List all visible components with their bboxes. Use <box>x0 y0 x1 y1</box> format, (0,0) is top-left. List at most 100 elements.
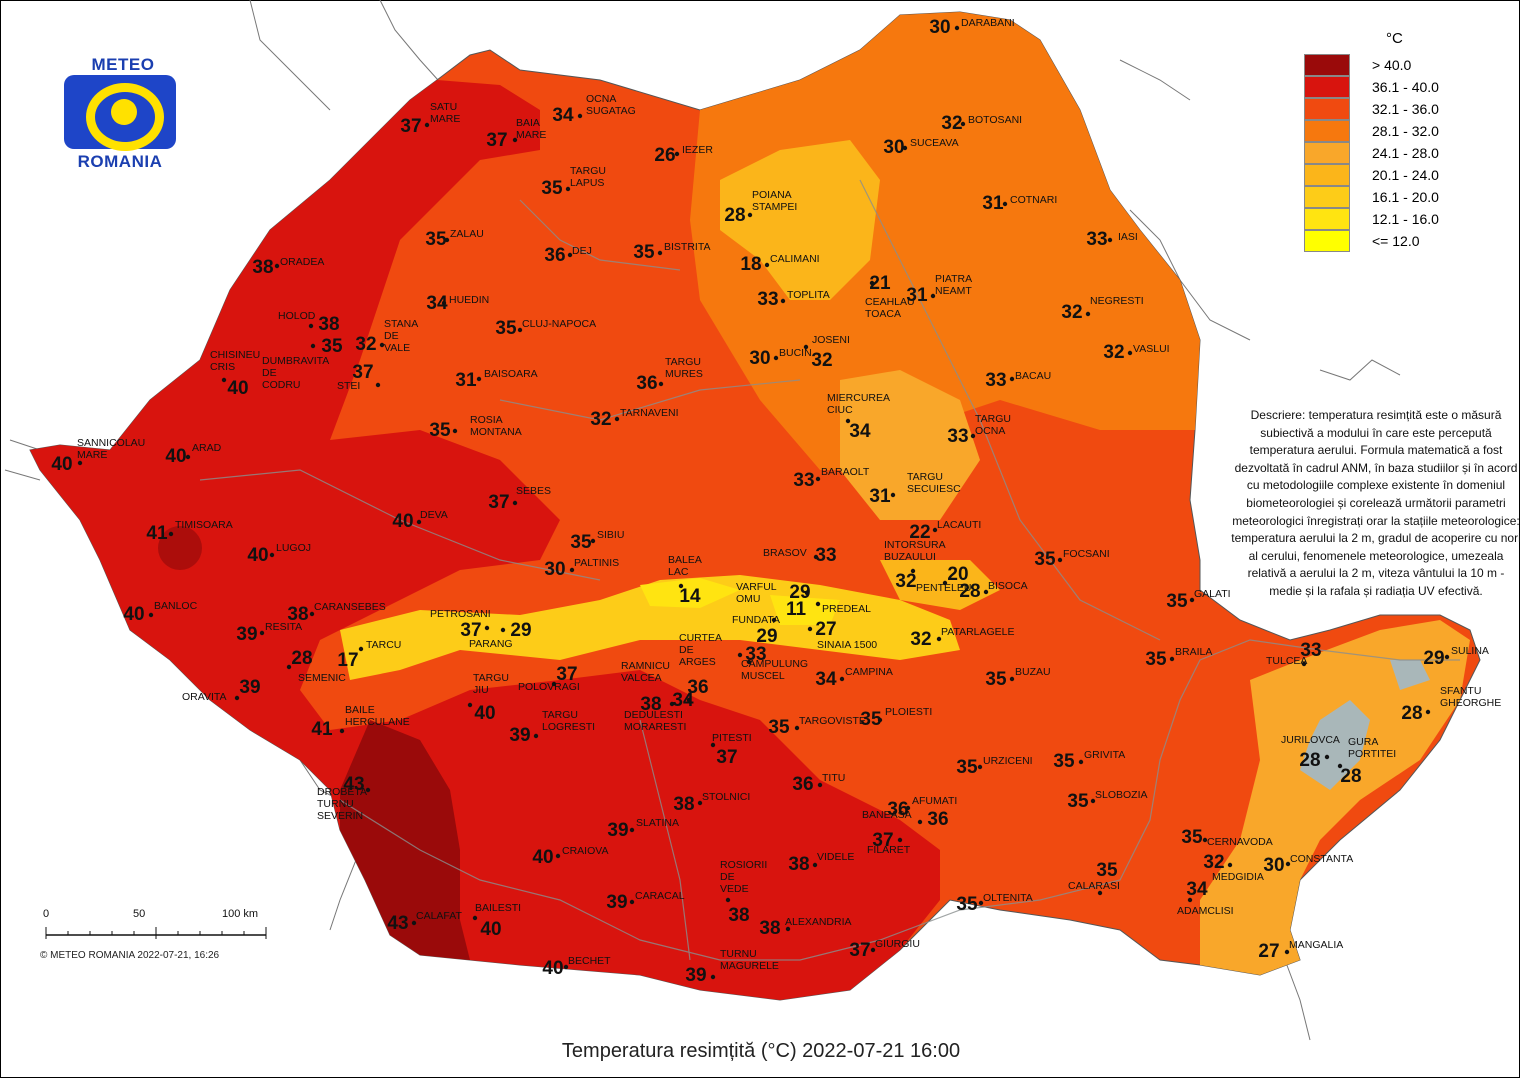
station-dot <box>1202 837 1208 843</box>
legend-row: 24.1 - 28.0 <box>1300 142 1470 164</box>
station-dot <box>500 627 506 633</box>
station-dot <box>932 527 938 533</box>
station-dot <box>629 827 635 833</box>
station-name: POLOVRAGI <box>518 681 580 693</box>
station-value: 35 <box>1145 649 1167 670</box>
legend-label: 32.1 - 36.0 <box>1372 101 1439 117</box>
station-dot <box>365 787 371 793</box>
station-value: 40 <box>392 511 413 532</box>
station-chisineu-cris: 40 CHISINEU CRIS <box>210 349 260 399</box>
station-name: BARAOLT <box>821 466 870 478</box>
station-value: 33 <box>745 644 766 665</box>
station-value: 26 <box>654 145 675 166</box>
station-dot <box>590 538 596 544</box>
station-ploiesti: 35 PLOIESTI <box>860 706 932 730</box>
station-name: TARNAVENI <box>620 407 679 419</box>
station-value: 34 <box>849 421 871 442</box>
station-value: 35 <box>956 757 978 778</box>
station-stolnici: 38 STOLNICI <box>673 791 750 815</box>
station-value: 36 <box>927 809 948 830</box>
station-name: SUCEAVA <box>910 137 959 149</box>
station-value: 38 <box>252 257 273 278</box>
station-dot <box>512 137 518 143</box>
station-dot <box>185 454 191 460</box>
station-slatina: 39 SLATINA <box>607 817 679 841</box>
station-dej: 36 DEJ <box>544 245 591 266</box>
station-name: TULCEA <box>1266 655 1307 667</box>
station-name: DUMBRAVITA DE CODRU <box>262 355 329 391</box>
station-value: 35 <box>570 532 592 553</box>
legend-row: 36.1 - 40.0 <box>1300 76 1470 98</box>
station-lugoj: 40 LUGOJ <box>247 542 311 566</box>
station-value: 35 <box>541 178 563 199</box>
station-dot <box>476 376 482 382</box>
station-name: CERNAVODA <box>1207 836 1273 848</box>
station-value: 39 <box>239 677 260 698</box>
station-targoviste: 35 TARGOVISTE <box>768 715 865 738</box>
legend-row: <= 12.0 <box>1300 230 1470 252</box>
station-dot <box>697 800 703 806</box>
station-value: 33 <box>793 470 814 491</box>
scale-label-50: 50 <box>133 908 146 920</box>
station-calimani: 18 CALIMANI <box>740 253 819 275</box>
station-value: 37 <box>352 362 373 383</box>
station-name: LACAUTI <box>937 519 981 531</box>
station-value: 35 <box>429 420 451 441</box>
station-dot <box>614 416 620 422</box>
station-zalau: 35 ZALAU <box>425 228 483 250</box>
station-dot <box>444 237 450 243</box>
station-name: RAMNICU VALCEA <box>621 660 670 684</box>
station-dot <box>737 652 743 658</box>
station-name: CAMPULUNG MUSCEL <box>741 658 808 682</box>
station-name: VASLUI <box>1133 343 1170 355</box>
logo-bottom-text: ROMANIA <box>77 152 163 171</box>
station-name: BECHET <box>568 955 611 967</box>
station-ramnicu-valcea: 38 RAMNICU VALCEA <box>621 660 675 715</box>
station-targu-lapus: 35 TARGU LAPUS <box>541 165 606 199</box>
station-value: 40 <box>480 919 501 940</box>
station-name: CRAIOVA <box>562 845 608 857</box>
station-name: PITESTI <box>712 732 752 744</box>
station-dot <box>910 568 916 574</box>
station-value: 21 <box>869 273 891 294</box>
station-value: 40 <box>532 847 553 868</box>
station-name: TOPLITA <box>787 289 830 301</box>
station-value: 40 <box>227 378 248 399</box>
station-name: ARAD <box>192 442 222 454</box>
station-name: COTNARI <box>1010 194 1057 206</box>
scale-label-100: 100 km <box>222 908 259 920</box>
station-value: 27 <box>815 619 836 640</box>
station-value: 37 <box>400 116 421 137</box>
station-name: CONSTANTA <box>1290 853 1353 865</box>
station-value: 32 <box>1061 302 1082 323</box>
station-dot <box>1107 237 1113 243</box>
station-mangalia: 27 MANGALIA <box>1258 939 1343 962</box>
station-name: CLUJ-NAPOCA <box>522 318 596 330</box>
station-value: 43 <box>343 774 364 795</box>
station-name: DEVA <box>420 509 448 521</box>
station-name: DARABANI <box>961 17 1015 29</box>
station-value: 34 <box>426 293 448 314</box>
station-dot <box>807 626 813 632</box>
station-cernavoda: 35 CERNAVODA <box>1181 827 1272 848</box>
station-botosani: 32 BOTOSANI <box>941 113 1022 134</box>
station-value: 32 <box>910 629 931 650</box>
station-dot <box>710 742 716 748</box>
logo-sun-icon <box>111 99 137 125</box>
station-name: PLOIESTI <box>885 706 932 718</box>
station-name: BANLOC <box>154 600 198 612</box>
station-dot <box>148 612 154 618</box>
station-value: 11 <box>786 599 807 620</box>
station-oltenita: 35 OLTENITA <box>956 892 1032 915</box>
station-value: 35 <box>495 318 517 339</box>
scale-label-0: 0 <box>43 908 50 920</box>
station-dot <box>1057 557 1063 563</box>
station-dot <box>379 342 385 348</box>
station-dot <box>565 186 571 192</box>
station-name: STEI <box>337 380 360 392</box>
scale-ruler <box>45 927 267 939</box>
